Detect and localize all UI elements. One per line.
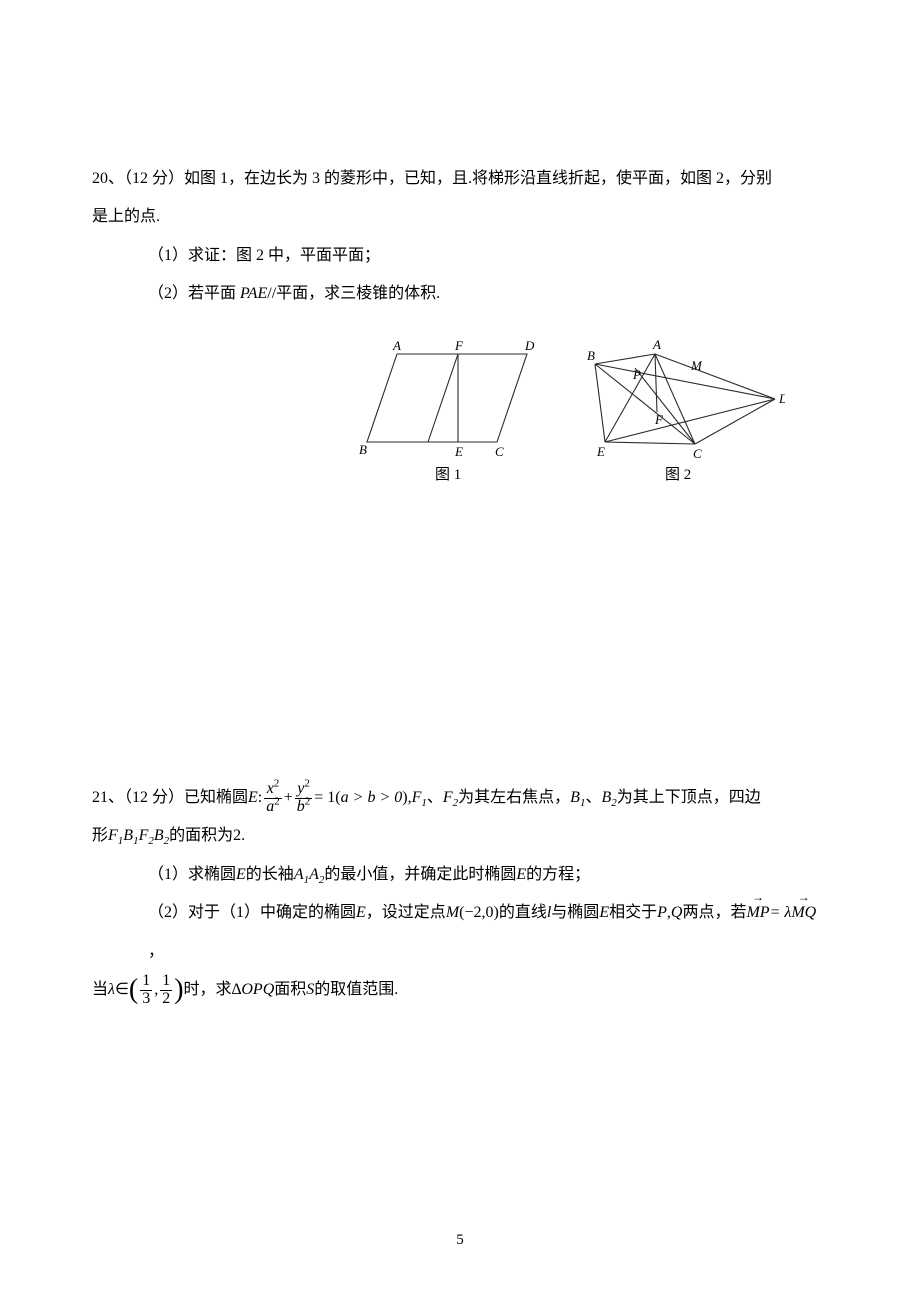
frac-onehalf: 1 2: [160, 973, 172, 1008]
fig1-F: F: [454, 338, 464, 353]
fig2-P: P: [632, 367, 641, 382]
q21-sub2: （2）对于（1）中确定的椭圆 E ，设过定点 M (−2,0) 的直线 l 与椭…: [92, 894, 828, 971]
q21-f1b1f2b2: F1B1F2B2: [108, 817, 169, 855]
q20-figure: A F D B E C 图 1 B A P M D F E C 图: [92, 334, 828, 519]
vec-mp: →MP: [746, 894, 769, 932]
q21-B2: B2: [601, 779, 616, 817]
fig2-M: M: [690, 358, 703, 373]
q21-line2: 形 F1B1F2B2 的面积为 2.: [92, 817, 828, 855]
q21-frac1: x2 a2: [264, 781, 282, 816]
fig2-D: D: [778, 391, 785, 406]
q21-rp: ),: [402, 779, 411, 817]
q21-B1: B1: [570, 779, 585, 817]
q21-F2: F2: [443, 779, 458, 817]
q20-sub2: （2）若平面 PAE//平面，求三棱锥的体积.: [92, 275, 828, 313]
q21-sub1: （1）求椭圆 E 的长袖 A1A2 的最小值，并确定此时椭圆 E 的方程；: [92, 856, 828, 894]
fig2-E: E: [596, 444, 605, 459]
q21-t2: 为其上下顶点，四边: [617, 779, 761, 817]
spacer: [92, 519, 828, 779]
fig2-caption: 图 2: [665, 466, 691, 483]
q21-dun1: 、: [427, 779, 443, 817]
q21-eq1: = 1(: [314, 779, 340, 817]
q20-sub2-a: （2）若平面: [148, 285, 240, 302]
fig2-F: F: [654, 412, 664, 427]
q20-body: 20、（12 分）如图 1，在边长为 3 的菱形中，已知，且.将梯形沿直线折起，…: [92, 160, 828, 198]
q21-sub3: 当 λ ∈ ( 1 3 , 1 2 ) 时，求 ∆ OPQ 面积 S 的取值范围…: [92, 971, 828, 1009]
q21-E1: E: [248, 779, 258, 817]
q21-colon: :: [258, 779, 262, 817]
fig2-A: A: [652, 337, 661, 352]
page-number: 5: [0, 1222, 920, 1258]
vec-mq: →MQ: [791, 894, 816, 932]
q21-line2a: 形: [92, 817, 108, 855]
q21-line2b: 的面积为: [169, 817, 233, 855]
q21-F1: F1: [412, 779, 427, 817]
fig2-B: B: [587, 348, 595, 363]
q21-two: 2.: [233, 817, 245, 855]
q20-cont: 是上的点.: [92, 198, 828, 236]
q21-agtb: a > b > 0: [341, 779, 403, 817]
q21-plus: +: [284, 779, 293, 817]
q21-t1: 为其左右焦点，: [458, 779, 570, 817]
fig1-B: B: [359, 442, 367, 457]
q20-sub2-b: //平面，求三棱锥的体积.: [267, 285, 440, 302]
fig1-D: D: [524, 338, 535, 353]
fig2-C: C: [693, 446, 702, 461]
q20-pae: PAE: [240, 285, 267, 302]
q20-prefix: 20、（12 分）如图 1，在边长为 3 的菱形中，已知，且.将梯形沿直线折起，…: [92, 170, 772, 187]
q21-dun2: 、: [585, 779, 601, 817]
fig1-C: C: [495, 444, 504, 459]
q21-prefix: 21、（12 分）已知椭圆: [92, 779, 248, 817]
frac-onethird: 1 3: [140, 973, 152, 1008]
q21-frac2: y2 b2: [295, 781, 313, 816]
q21-line1: 21、（12 分）已知椭圆 E : x2 a2 + y2 b2 = 1( a >…: [92, 779, 828, 817]
fig1-A: A: [392, 338, 401, 353]
q20-sub1: （1）求证：图 2 中，平面平面；: [92, 237, 828, 275]
q20-figure-svg: A F D B E C 图 1 B A P M D F E C 图: [355, 334, 785, 504]
fig1-caption: 图 1: [435, 466, 461, 483]
fig1-E: E: [454, 444, 463, 459]
